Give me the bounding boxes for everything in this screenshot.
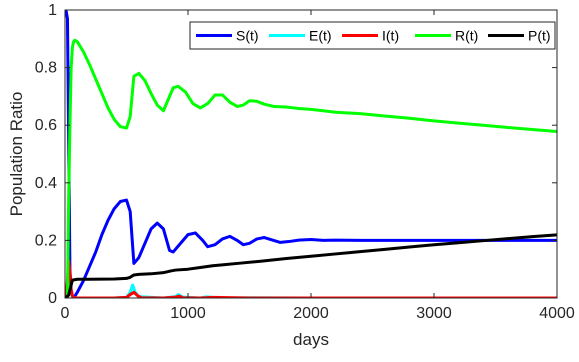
- x-tick-label: 2000: [293, 305, 329, 322]
- y-tick-label: 0.2: [35, 232, 57, 249]
- plot-area: [65, 10, 557, 298]
- x-tick-label: 3000: [416, 305, 452, 322]
- series-line-rt: [65, 38, 557, 298]
- axes: 0 1000 2000 3000 4000 0 0.2 0.4 0.6 0.8 1: [35, 2, 575, 322]
- series-line-pt: [65, 233, 557, 298]
- x-tick-label: 4000: [539, 305, 575, 322]
- legend-entry-label: S(t): [236, 28, 259, 44]
- y-axis-label: Population Ratio: [7, 92, 26, 217]
- y-tick-label: 0.6: [35, 117, 57, 134]
- y-tick-label: 0.4: [35, 175, 57, 192]
- legend-entry-label: E(t): [309, 28, 332, 44]
- legend-entry-label: P(t): [528, 28, 551, 44]
- legend: S(t) E(t) I(t) R(t) P(t): [189, 21, 556, 50]
- legend-entry-label: I(t): [382, 28, 399, 44]
- y-tick-label: 0.8: [35, 60, 57, 77]
- legend-entry-label: R(t): [455, 28, 478, 44]
- y-tick-label: 1: [48, 2, 57, 19]
- y-tick-label: 0: [48, 290, 57, 307]
- x-tick-label: 1000: [170, 305, 206, 322]
- x-tick-label: 0: [61, 305, 70, 322]
- x-axis-label: days: [293, 330, 329, 349]
